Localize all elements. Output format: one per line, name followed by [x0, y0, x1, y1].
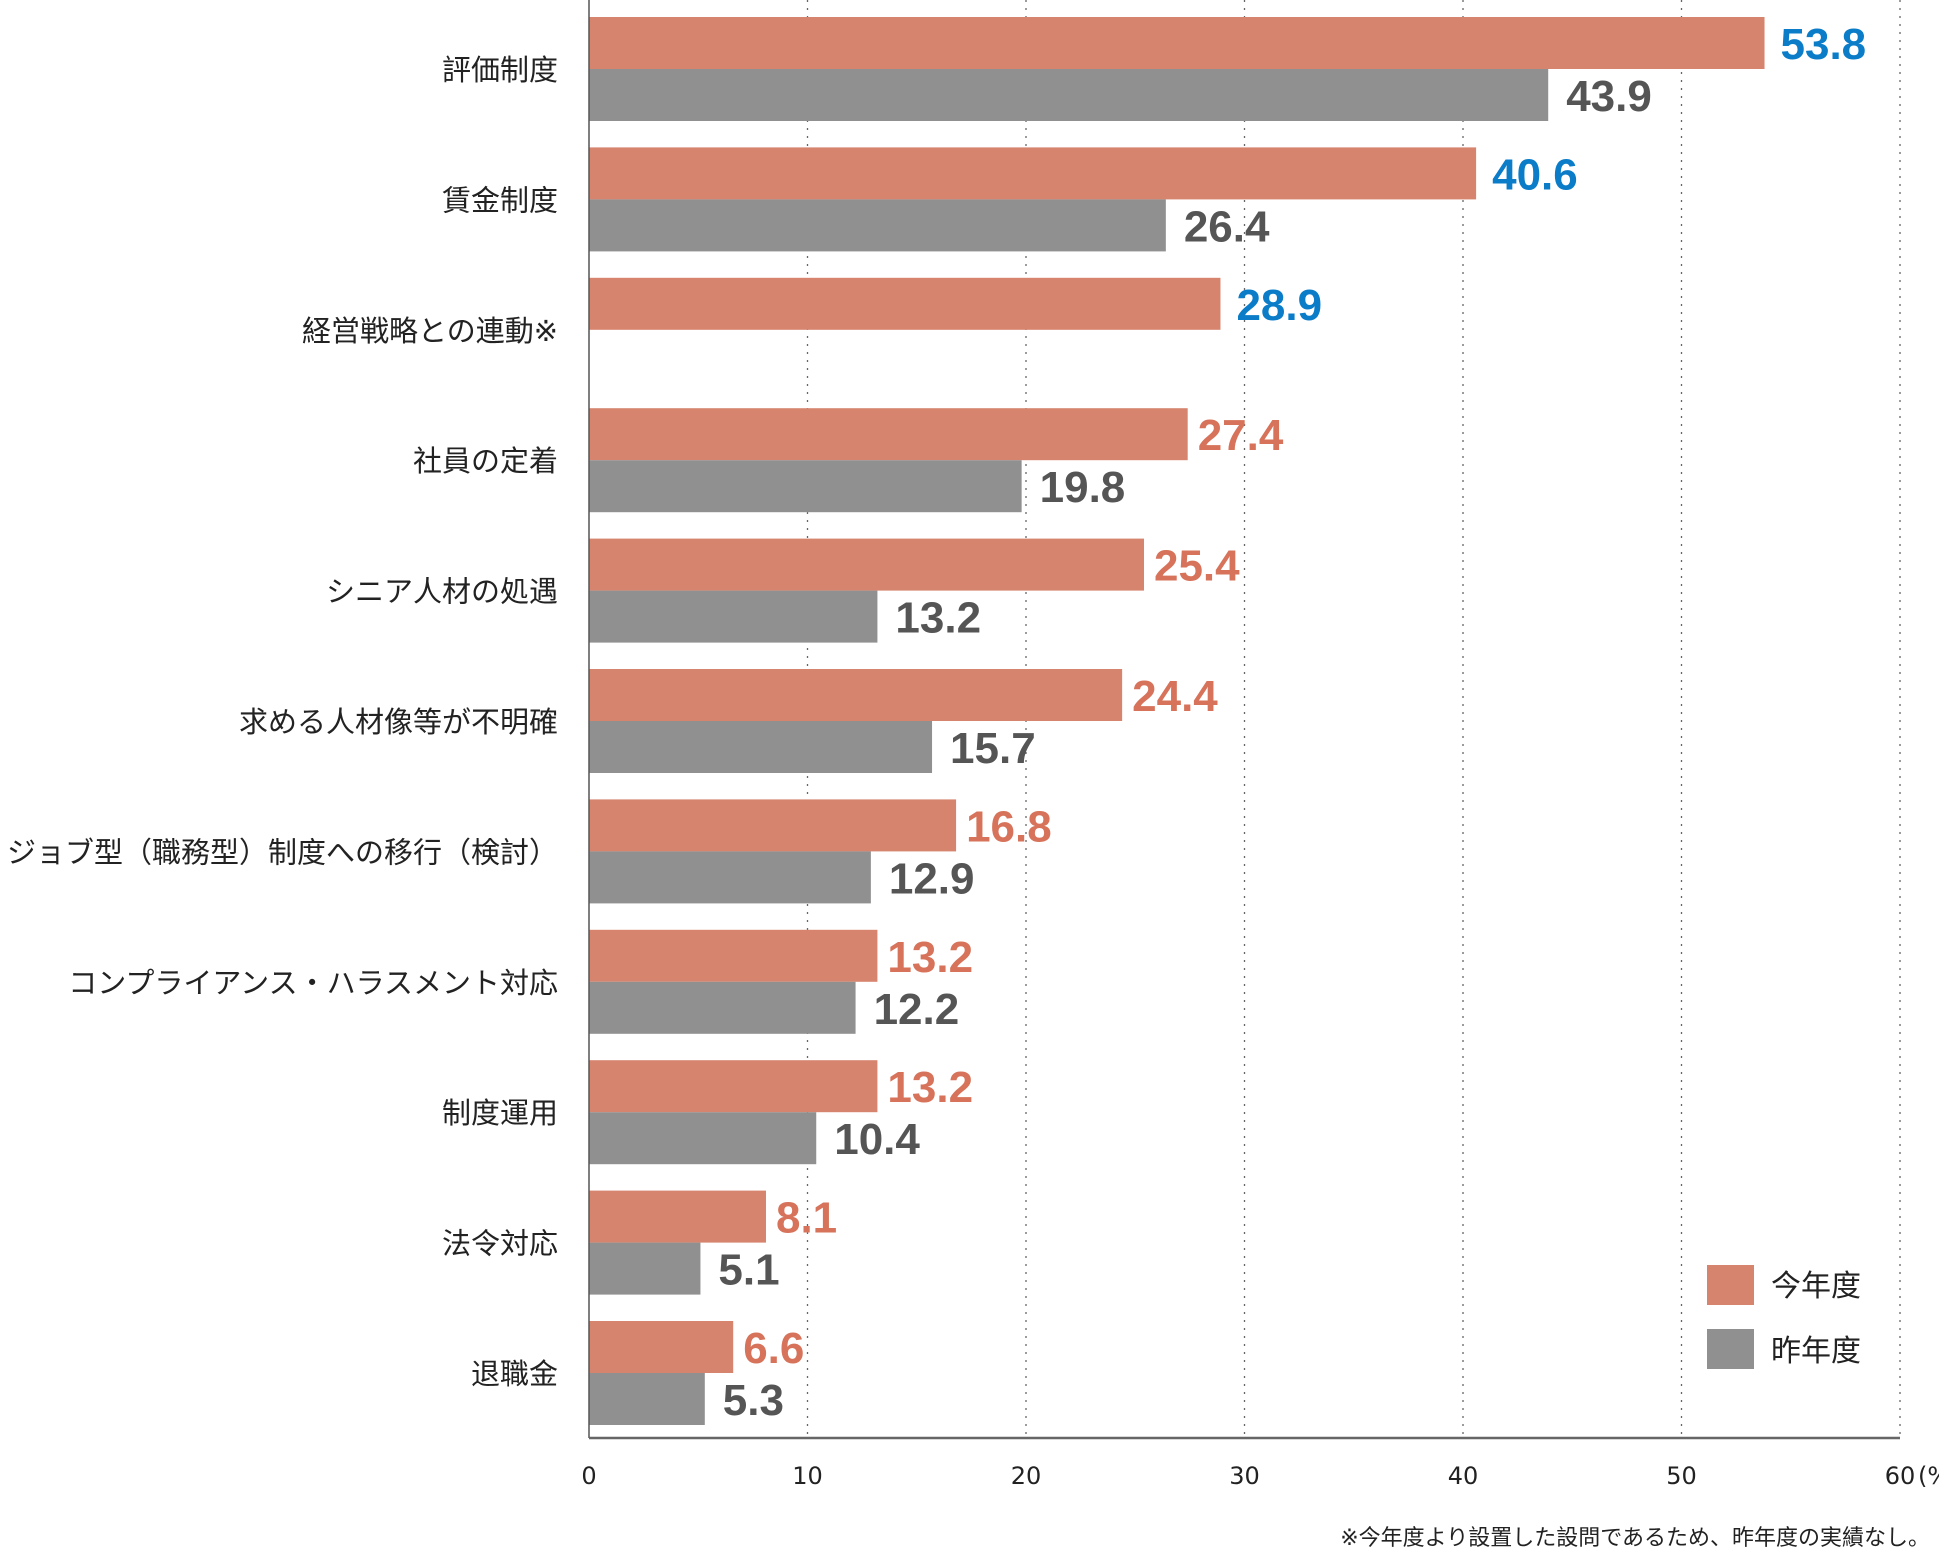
category-label: 退職金	[471, 1357, 558, 1391]
x-tick-label: 10	[792, 1462, 823, 1490]
bar-this-year	[589, 538, 1144, 591]
x-tick-label: 30	[1229, 1462, 1260, 1490]
bar-last-year	[589, 69, 1549, 121]
x-tick-labels: 0 10 20 30 40 50 60(%)	[581, 1462, 1939, 1490]
x-tick-label: 60	[1885, 1462, 1916, 1490]
category-label: シニア人材の処遇	[326, 575, 558, 609]
bar-last-year	[589, 1112, 817, 1165]
data-label-last-year: 12.2	[874, 985, 960, 1034]
bar-this-year	[589, 799, 957, 852]
bar-last-year	[589, 981, 856, 1034]
data-label-this-year: 53.8	[1781, 20, 1867, 69]
data-label-this-year: 40.6	[1492, 150, 1578, 199]
category-label: 法令対応	[442, 1227, 558, 1261]
data-label-last-year: 5.3	[723, 1376, 784, 1425]
data-label-last-year: 5.1	[718, 1246, 779, 1295]
bar-this-year	[589, 147, 1477, 200]
data-label-this-year: 13.2	[887, 1063, 973, 1112]
bar-this-year	[589, 408, 1188, 461]
category-label: 経営戦略との連動※	[302, 314, 558, 348]
legend-swatch-this-year	[1707, 1265, 1754, 1305]
data-label-last-year: 26.4	[1184, 202, 1270, 251]
footnote: ※今年度より設置した設問であるため、昨年度の実績なし。	[1340, 1526, 1930, 1551]
x-tick-label: 0	[581, 1462, 596, 1490]
bar-last-year	[589, 1242, 701, 1295]
data-label-last-year: 13.2	[895, 594, 981, 643]
x-tick-label: 50	[1666, 1462, 1697, 1490]
data-label-last-year: 12.9	[889, 854, 975, 903]
category-label: ジョブ型（職務型）制度への移行（検討）	[7, 835, 558, 869]
legend-label-last-year: 昨年度	[1771, 1334, 1861, 1369]
bar-this-year	[589, 669, 1123, 721]
data-label-this-year: 8.1	[776, 1194, 837, 1243]
bars: 53.8 43.9 40.6 26.4 28.9 27.4 19.8 25.4 13.2 24.4…	[589, 17, 1866, 1425]
bar-last-year	[589, 460, 1022, 513]
data-label-last-year: 19.8	[1040, 463, 1126, 512]
data-label-this-year: 16.8	[966, 802, 1052, 851]
bar-this-year	[589, 929, 878, 982]
bar-this-year	[589, 277, 1221, 330]
bar-last-year	[589, 199, 1166, 252]
data-label-last-year: 15.7	[950, 724, 1036, 773]
bar-last-year	[589, 721, 933, 773]
data-label-this-year: 28.9	[1236, 281, 1322, 330]
x-axis-unit: (%)	[1918, 1462, 1939, 1490]
category-label: 社員の定着	[413, 444, 558, 478]
data-label-last-year: 43.9	[1566, 72, 1652, 121]
data-label-this-year: 13.2	[887, 933, 973, 982]
bar-this-year	[589, 1321, 734, 1373]
category-label: 制度運用	[442, 1096, 558, 1130]
x-tick-label: 40	[1448, 1462, 1479, 1490]
legend: 今年度 昨年度	[1707, 1265, 1861, 1369]
x-tick-label: 20	[1011, 1462, 1042, 1490]
data-label-this-year: 27.4	[1198, 411, 1284, 460]
data-label-this-year: 25.4	[1154, 542, 1240, 591]
legend-swatch-last-year	[1707, 1329, 1754, 1369]
category-label: 賃金制度	[442, 183, 558, 217]
bar-this-year	[589, 17, 1765, 69]
legend-label-this-year: 今年度	[1771, 1269, 1861, 1304]
bar-this-year	[589, 1060, 878, 1113]
bar-last-year	[589, 851, 871, 904]
category-label: 求める人材像等が不明確	[239, 705, 558, 739]
category-label: コンプライアンス・ハラスメント対応	[68, 966, 558, 1000]
bar-this-year	[589, 1190, 766, 1243]
bar-last-year	[589, 1373, 705, 1425]
category-label: 評価制度	[442, 53, 558, 87]
data-label-this-year: 6.6	[743, 1324, 804, 1373]
data-label-last-year: 10.4	[834, 1115, 920, 1164]
data-label-this-year: 24.4	[1132, 672, 1218, 721]
bar-last-year	[589, 590, 878, 643]
